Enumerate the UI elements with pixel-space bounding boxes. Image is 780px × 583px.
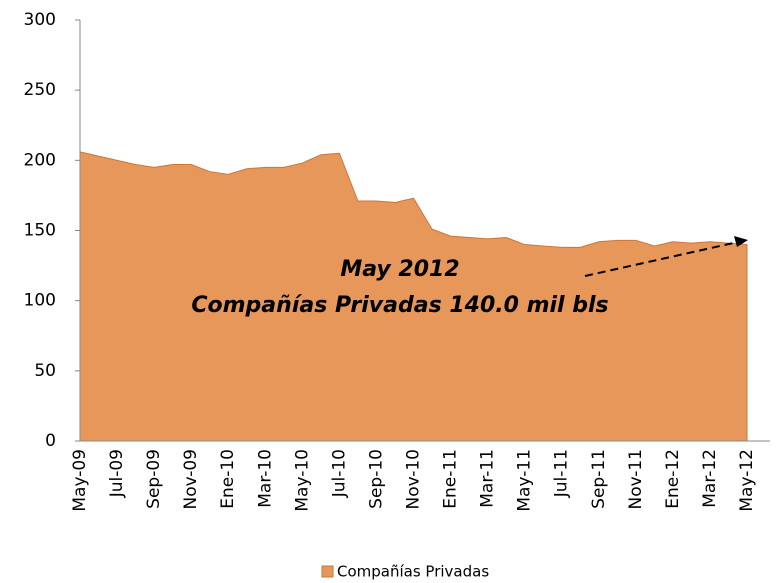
arrow-head (734, 236, 748, 247)
x-tick-label: Sep-09 (144, 449, 164, 509)
y-tick-label: 200 (24, 150, 56, 170)
x-tick-label: Ene-12 (663, 449, 683, 509)
y-tick-label: 150 (24, 221, 56, 241)
x-tick-label: Mar-11 (478, 449, 498, 508)
area (79, 151, 748, 442)
x-tick-label: Ene-11 (441, 449, 461, 509)
y-tick-label: 300 (24, 10, 56, 30)
annotation-arrow (584, 241, 739, 277)
x-tick-label: May-11 (515, 449, 535, 512)
x-tick-label: Ene-10 (218, 449, 238, 509)
x-tick-label: Jul-11 (552, 449, 572, 498)
legend-swatch (321, 565, 334, 578)
x-tick-label: Jul-09 (107, 449, 127, 498)
x-tick-label: Nov-10 (404, 449, 424, 510)
y-tick-label: 100 (24, 291, 56, 311)
y-tick-label: 50 (34, 361, 56, 381)
x-tick-label: Mar-12 (700, 449, 720, 508)
x-tick-label: May-09 (70, 449, 90, 512)
x-tick-label: Sep-11 (589, 449, 609, 509)
legend-label: Compañías Privadas (337, 563, 489, 581)
x-tick-label: Mar-10 (255, 449, 275, 508)
y-tick-label: 250 (24, 80, 56, 100)
x-tick-label: Jul-10 (329, 449, 349, 498)
x-tick-label: Nov-11 (626, 449, 646, 510)
x-tick-label: May-10 (292, 449, 312, 512)
annotation: May 2012 (340, 257, 459, 282)
annotation: Compañías Privadas 140.0 mil bls (191, 293, 608, 318)
x-tick-label: Sep-10 (366, 449, 386, 509)
x-tick-label: Nov-09 (181, 449, 201, 510)
y-tick-label: 0 (45, 431, 56, 451)
x-tick-label: May-12 (737, 449, 757, 512)
